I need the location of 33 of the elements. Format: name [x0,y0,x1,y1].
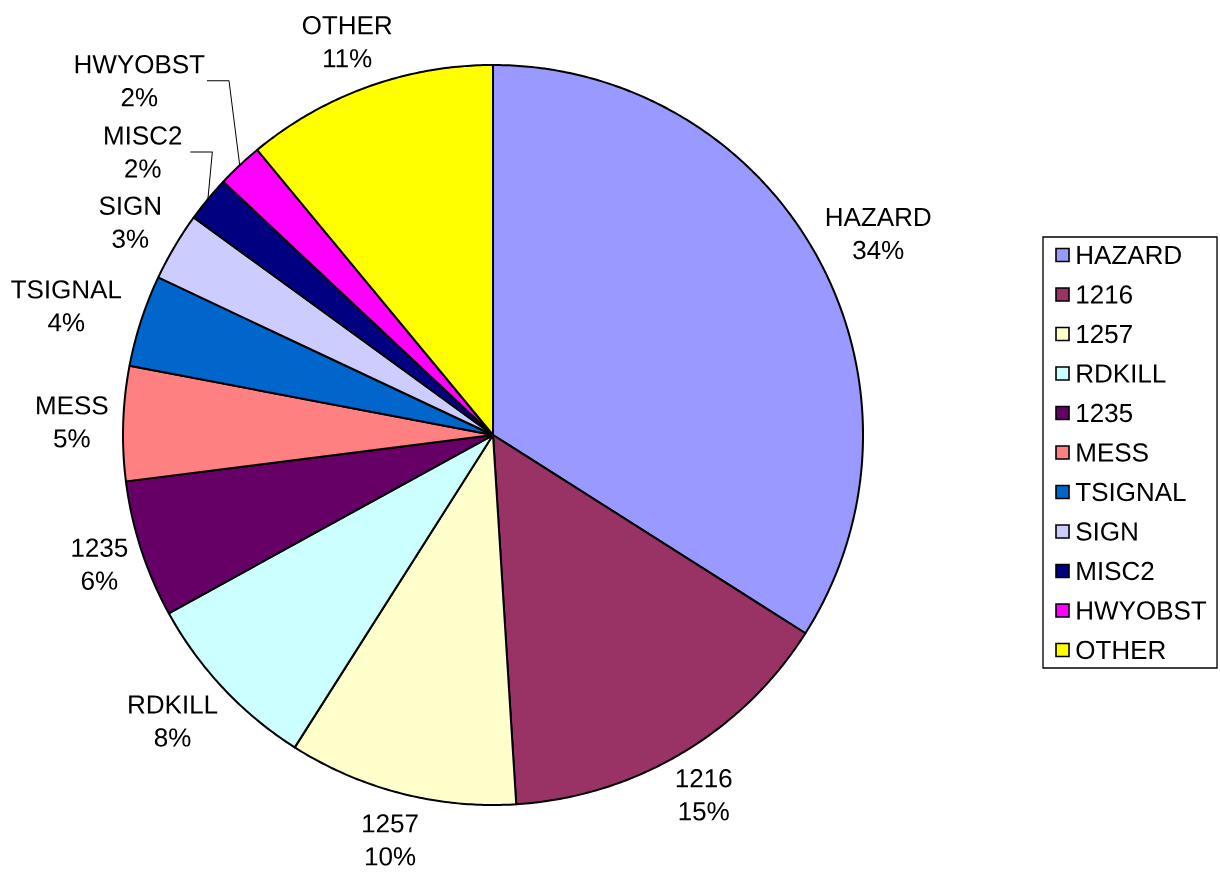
slice-label: HWYOBST [75,55,205,74]
data-label: 4% [48,313,85,332]
data-label: 5% [54,429,90,448]
data-label: 15% [679,802,729,821]
legend-label: HAZARD [1077,246,1181,264]
slice-label: RDKILL [129,695,218,714]
legend-label: HWYOBST [1077,601,1207,620]
legend-label: RDKILL [1077,364,1166,383]
legend-label: 1257 [1077,324,1132,344]
slice-label: HAZARD [826,208,931,226]
legend-label: 1216 [1077,285,1132,304]
slice-label: TSIGNAL [11,280,122,299]
slice-label: 1216 [676,769,732,788]
data-label: 11% [324,49,372,68]
slice-label: MESS [37,396,108,415]
slice-label: SIGN [99,196,160,215]
legend-label: MESS [1077,443,1148,462]
legend-label: 1235 [1077,403,1133,423]
data-label: 8% [154,728,191,747]
legend-label: OTHER [1076,640,1166,660]
legend-label: TSIGNAL [1075,482,1186,502]
slice-label: 1235 [72,538,128,557]
data-label: 3% [112,229,149,248]
legend-label: MISC2 [1077,561,1154,581]
slice-label: OTHER [302,16,392,35]
slice-label: 1257 [363,814,418,833]
data-label: 34% [853,240,904,260]
legend-label: SIGN [1076,522,1137,541]
data-label: 2% [125,159,161,178]
data-label: 6% [81,571,118,590]
data-label: 2% [121,88,158,107]
slice-label: MISC2 [105,126,182,145]
data-label: 10% [366,847,416,866]
